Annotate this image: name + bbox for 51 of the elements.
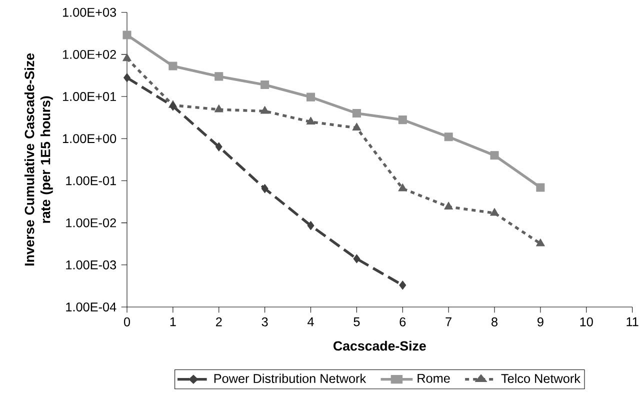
point [536, 238, 545, 246]
point [214, 104, 224, 112]
point [261, 184, 268, 194]
y-axis-title: Inverse Cumulative Cascade-Size rate (per 1E5 hours) [24, 53, 53, 266]
point [306, 116, 316, 125]
y-tick-label: 1.00E-01 [66, 176, 116, 186]
point [124, 73, 130, 82]
point [169, 102, 176, 111]
legend-label: Rome [418, 374, 450, 383]
x-tick-label: 9 [538, 317, 544, 326]
point [536, 183, 545, 192]
point [260, 106, 270, 114]
x-axis-title: Cacscade-Size [334, 340, 426, 351]
y-tick-label: 1.00E-02 [66, 218, 116, 228]
point [307, 221, 314, 230]
point [306, 92, 316, 102]
point [260, 80, 270, 90]
x-tick-label: 10 [580, 317, 593, 326]
point [490, 151, 499, 160]
point [444, 202, 453, 210]
x-tick-label: 3 [262, 317, 268, 326]
legend-label: Power Distribution Network [214, 374, 366, 384]
point [398, 116, 407, 124]
point [122, 30, 132, 40]
y-tick-label: 1.00E+01 [62, 92, 116, 102]
point [399, 280, 406, 290]
x-tick-label: 5 [354, 317, 360, 326]
point [215, 142, 222, 152]
point [214, 72, 224, 81]
y-tick-label: 1.00E+00 [62, 134, 116, 144]
point [398, 184, 408, 192]
point [352, 122, 362, 131]
y-tick-label: 1.00E-04 [66, 302, 116, 312]
x-tick-label: 0 [124, 317, 130, 326]
point [444, 132, 453, 142]
y-tick-label: 1.00E+02 [62, 50, 116, 59]
x-tick-label: 7 [446, 317, 452, 326]
legend-label: Telco Network [501, 374, 580, 384]
x-tick-label: 8 [492, 317, 498, 326]
y-tick-label: 1.00E+03 [62, 8, 116, 17]
x-tick-label: 11 [626, 317, 638, 326]
x-tick-label: 1 [170, 317, 176, 326]
point [122, 53, 132, 62]
y-tick-label: 1.00E-03 [66, 260, 116, 270]
point [352, 109, 361, 118]
point [168, 62, 178, 70]
x-tick-label: 2 [216, 317, 222, 326]
point [490, 208, 499, 216]
x-tick-label: 4 [308, 317, 314, 326]
point [353, 254, 360, 264]
x-tick-label: 6 [400, 317, 406, 326]
